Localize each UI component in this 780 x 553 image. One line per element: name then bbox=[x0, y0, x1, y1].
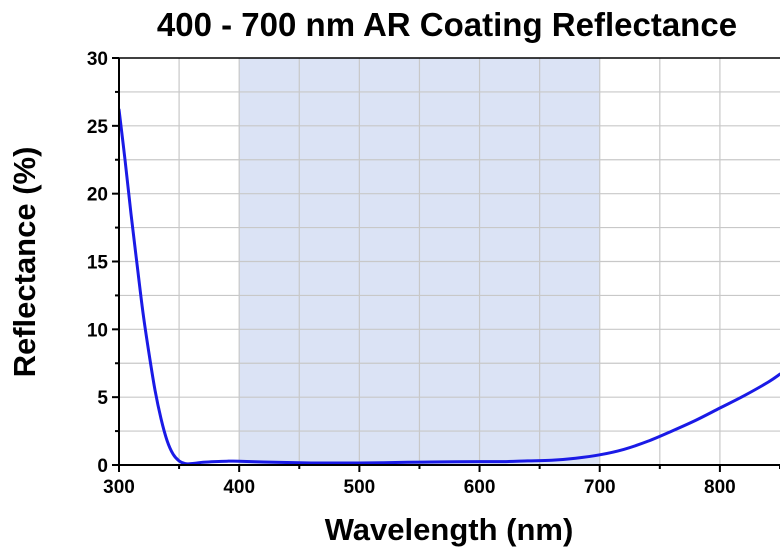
y-tick-label: 10 bbox=[87, 320, 108, 341]
y-axis-ticks: 0 5 10 15 20 25 30 bbox=[87, 49, 119, 477]
x-tick-label: 700 bbox=[584, 477, 616, 498]
chart-title: 400 - 700 nm AR Coating Reflectance bbox=[157, 6, 737, 43]
x-axis-title: Wavelength (nm) bbox=[325, 512, 574, 547]
series-line-reflectance bbox=[119, 108, 780, 465]
y-axis-title: Reflectance (%) bbox=[7, 147, 42, 378]
y-tick-label: 20 bbox=[87, 185, 108, 206]
y-tick-label: 15 bbox=[87, 253, 109, 274]
x-tick-label: 400 bbox=[223, 477, 255, 498]
x-tick-label: 600 bbox=[464, 477, 496, 498]
grid-lines bbox=[119, 58, 780, 465]
x-tick-label: 500 bbox=[344, 477, 376, 498]
x-tick-label: 800 bbox=[704, 477, 736, 498]
y-tick-label: 5 bbox=[97, 388, 108, 409]
y-tick-label: 30 bbox=[87, 49, 108, 70]
x-axis-ticks: 300 400 500 600 700 800 bbox=[103, 465, 780, 498]
y-tick-label: 25 bbox=[87, 117, 109, 138]
y-tick-label: 0 bbox=[97, 456, 108, 477]
x-tick-label: 300 bbox=[103, 477, 135, 498]
